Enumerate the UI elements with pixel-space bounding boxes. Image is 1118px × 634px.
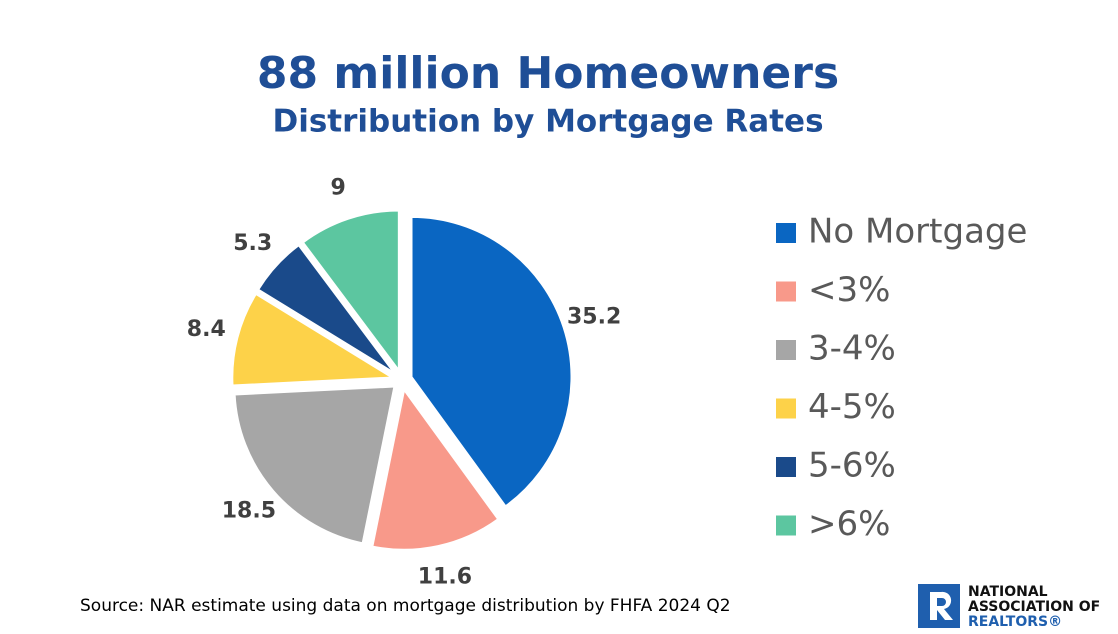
source-note: Source: NAR estimate using data on mortg… bbox=[80, 596, 731, 616]
logo: NATIONAL ASSOCIATION OF REALTORS® bbox=[918, 584, 1100, 630]
logo-text: ASSOCIATION OF bbox=[968, 599, 1100, 615]
chart-subtitle: Distribution by Mortgage Rates bbox=[272, 104, 823, 140]
legend-swatch bbox=[776, 223, 796, 243]
value-label: 8.4 bbox=[187, 317, 226, 342]
value-label: 5.3 bbox=[233, 231, 272, 256]
pie-slice bbox=[371, 387, 500, 551]
logo-text: NATIONAL bbox=[968, 584, 1048, 600]
value-label: 35.2 bbox=[567, 305, 621, 330]
legend-swatch bbox=[776, 457, 796, 477]
legend-label: >6% bbox=[808, 504, 890, 544]
legend-label: 3-4% bbox=[808, 329, 896, 369]
value-label: 9 bbox=[331, 175, 346, 200]
pie-slice bbox=[231, 292, 396, 387]
legend-swatch bbox=[776, 340, 796, 360]
logo-mark bbox=[930, 591, 953, 620]
pie-slice bbox=[233, 385, 396, 545]
value-label: 11.6 bbox=[418, 564, 472, 589]
pie-slice bbox=[410, 215, 573, 508]
chart-title: 88 million Homeowners bbox=[257, 48, 839, 99]
pie-slice bbox=[256, 243, 396, 375]
legend-label: 5-6% bbox=[808, 446, 896, 486]
legend-swatch bbox=[776, 398, 796, 419]
legend-label: 4-5% bbox=[808, 387, 896, 427]
legend-swatch bbox=[776, 515, 796, 536]
legend-label: <3% bbox=[808, 270, 890, 310]
pie-slice bbox=[301, 209, 400, 374]
legend-label: No Mortgage bbox=[808, 212, 1027, 252]
legend-swatch bbox=[776, 281, 796, 302]
logo-text: REALTORS® bbox=[968, 614, 1062, 630]
value-label: 18.5 bbox=[222, 499, 276, 524]
